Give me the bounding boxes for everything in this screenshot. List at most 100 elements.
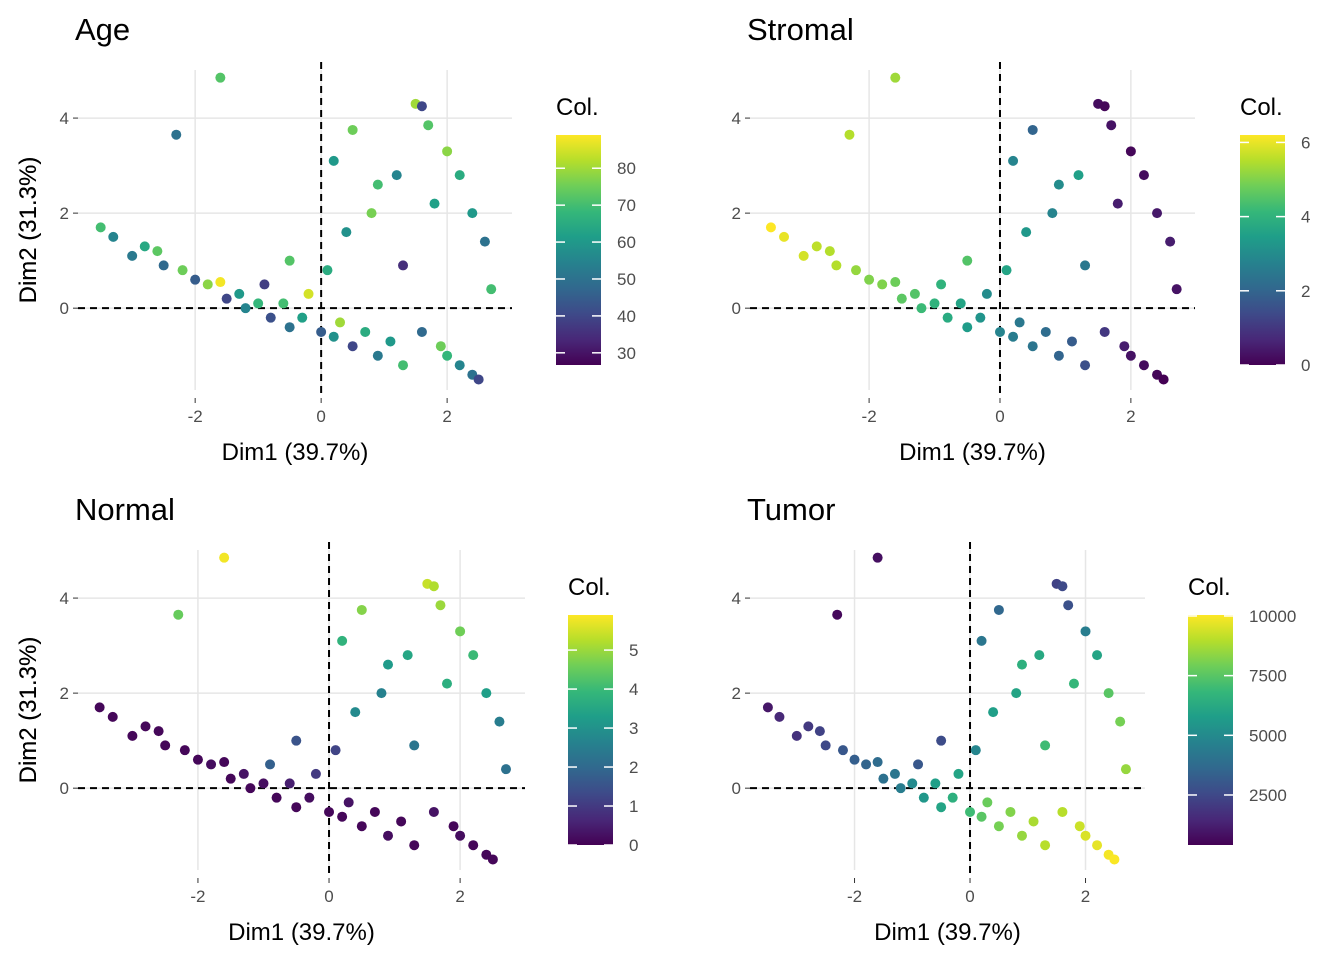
- point: [284, 255, 295, 266]
- point: [1016, 830, 1027, 841]
- point: [215, 72, 226, 83]
- y-tick-label: 0: [60, 779, 69, 798]
- colorbar-tick-label: 5: [629, 641, 638, 660]
- point: [1080, 260, 1091, 271]
- point: [202, 279, 213, 290]
- point: [402, 650, 413, 661]
- point: [416, 101, 427, 112]
- point: [936, 279, 947, 290]
- point: [872, 552, 883, 563]
- x-tick-label: -2: [862, 407, 877, 426]
- point: [240, 303, 251, 314]
- point: [798, 250, 809, 261]
- point: [171, 129, 182, 140]
- point: [297, 312, 308, 323]
- point: [316, 326, 327, 337]
- point: [467, 208, 478, 219]
- point: [1008, 331, 1019, 342]
- point: [360, 326, 371, 337]
- y-tick-label: 4: [732, 589, 741, 608]
- point: [947, 792, 958, 803]
- point: [993, 604, 1004, 615]
- point: [1034, 650, 1045, 661]
- point: [909, 288, 920, 299]
- point: [1073, 170, 1084, 181]
- point: [455, 830, 466, 841]
- point: [259, 279, 270, 290]
- point: [1092, 840, 1103, 851]
- panel-title: Age: [75, 12, 130, 47]
- point: [896, 293, 907, 304]
- point: [936, 735, 947, 746]
- colorbar-tick-label: 2500: [1249, 786, 1287, 805]
- point: [487, 854, 498, 865]
- point: [343, 797, 354, 808]
- point: [962, 255, 973, 266]
- point: [428, 581, 439, 592]
- point: [895, 783, 906, 794]
- point: [1021, 227, 1032, 238]
- point: [878, 773, 889, 784]
- point: [173, 609, 184, 620]
- point: [347, 124, 358, 135]
- point: [1057, 581, 1068, 592]
- x-tick-label: 2: [455, 887, 464, 906]
- point: [930, 778, 941, 789]
- point: [500, 764, 511, 775]
- point: [265, 312, 276, 323]
- point: [1001, 265, 1012, 276]
- point: [152, 246, 163, 257]
- point: [831, 260, 842, 271]
- point: [356, 821, 367, 832]
- point: [454, 360, 465, 371]
- point: [1106, 120, 1117, 131]
- x-tick-label: -2: [190, 887, 205, 906]
- point: [350, 707, 361, 718]
- point: [366, 208, 377, 219]
- point: [369, 806, 380, 817]
- point: [918, 792, 929, 803]
- y-tick-label: 4: [60, 109, 69, 128]
- point: [303, 288, 314, 299]
- point: [791, 730, 802, 741]
- x-tick-label: 2: [1081, 887, 1090, 906]
- point: [398, 260, 409, 271]
- point: [1119, 341, 1130, 352]
- point: [284, 778, 295, 789]
- colorbar-tick-label: 0: [629, 836, 638, 855]
- y-axis-label: Dim2 (31.3%): [15, 637, 42, 784]
- point: [347, 341, 358, 352]
- point: [803, 721, 814, 732]
- point: [955, 298, 966, 309]
- point: [253, 298, 264, 309]
- point: [1092, 650, 1103, 661]
- x-tick-label: 2: [442, 407, 451, 426]
- point: [372, 179, 383, 190]
- point: [1053, 179, 1064, 190]
- x-tick-label: 0: [324, 887, 333, 906]
- point: [221, 293, 232, 304]
- y-axis-label: Dim2 (31.3%): [15, 157, 42, 304]
- x-axis-label: Dim1 (39.7%): [899, 439, 1046, 466]
- point: [190, 274, 201, 285]
- point: [127, 250, 138, 261]
- y-tick-label: 2: [60, 204, 69, 223]
- point: [455, 626, 466, 637]
- point: [328, 331, 339, 342]
- point: [245, 783, 256, 794]
- point: [976, 811, 987, 822]
- point: [238, 768, 249, 779]
- point: [1040, 740, 1051, 751]
- point: [486, 284, 497, 295]
- point: [832, 609, 843, 620]
- point: [435, 600, 446, 611]
- point: [844, 129, 855, 140]
- point: [942, 312, 953, 323]
- y-tick-label: 0: [732, 779, 741, 798]
- point: [153, 726, 164, 737]
- point: [442, 350, 453, 361]
- colorbar: [1188, 615, 1233, 845]
- point: [1027, 124, 1038, 135]
- point: [337, 635, 348, 646]
- colorbar-tick-label: 10000: [1249, 607, 1296, 626]
